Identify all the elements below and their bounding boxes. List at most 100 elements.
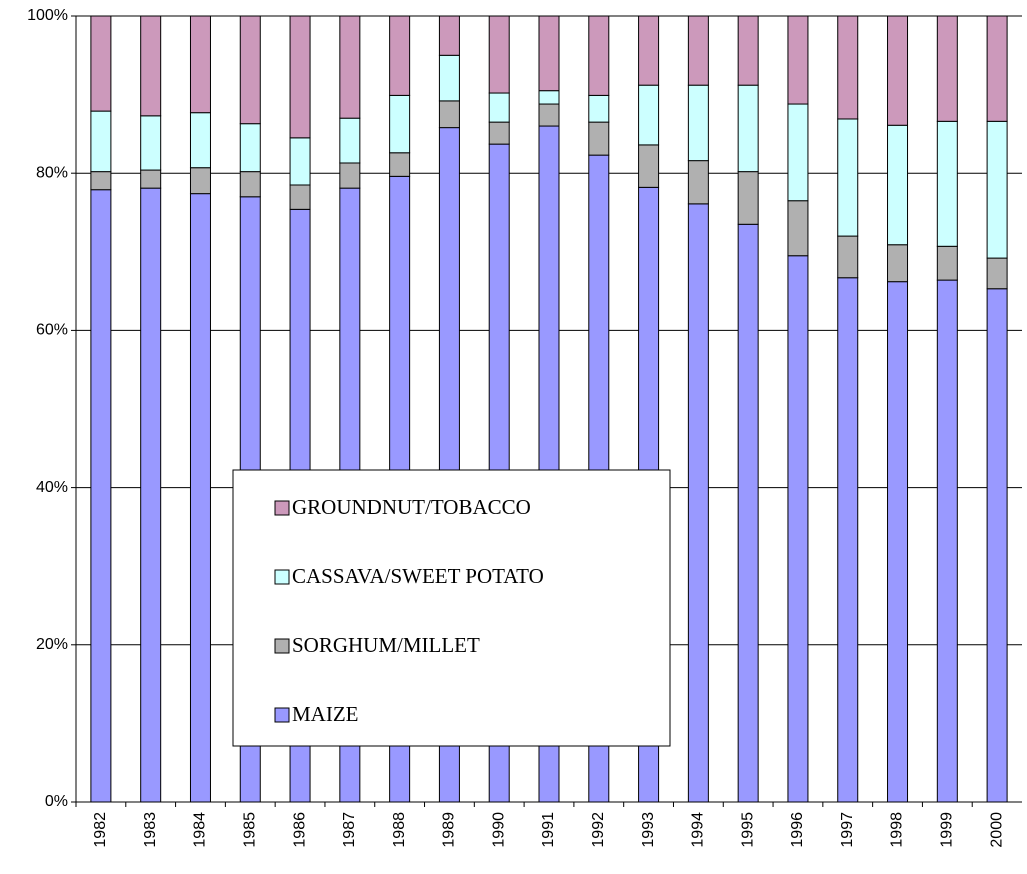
bar-segment [638,144,660,188]
bar-segment [538,15,560,92]
x-tick-label: 1993 [640,812,657,848]
bar-segment [887,124,909,246]
x-tick-label: 1990 [490,812,507,848]
bar-segment [588,94,610,123]
bar-segment [787,15,809,105]
bar-segment [837,118,859,237]
bar-segment [289,184,311,210]
x-tick-label: 1996 [789,812,806,848]
bar-segment [438,54,460,102]
bar-segment [140,187,162,803]
bar-segment [887,244,909,283]
bar-segment [687,203,709,803]
bar-segment [389,15,411,96]
x-tick-label: 1982 [92,812,109,848]
bar-segment [389,94,411,154]
bar-segment [438,15,460,56]
x-tick-label: 2000 [988,812,1005,848]
x-tick-label: 1986 [291,812,308,848]
bar-segment [687,84,709,162]
legend-label: MAIZE [292,702,359,726]
x-tick-label: 1989 [441,812,458,848]
bar-segment [90,171,112,191]
bar-segment [389,152,411,177]
bar-segment [339,117,361,164]
x-tick-label: 1994 [690,812,707,848]
bar-segment [887,281,909,803]
y-tick-label: 60% [36,322,68,339]
y-tick-label: 40% [36,479,68,496]
y-tick-label: 100% [27,7,68,24]
bar-segment [737,171,759,225]
bar-segment [488,92,510,123]
y-tick-label: 0% [45,793,68,810]
bar-segment [986,15,1008,122]
x-tick-label: 1992 [590,812,607,848]
bar-segment [638,15,660,86]
x-tick-label: 1987 [341,812,358,848]
bar-segment [339,15,361,119]
x-tick-label: 1984 [192,812,209,848]
bar-segment [239,171,261,198]
bar-segment [189,15,211,114]
legend-swatch [274,638,290,654]
bar-segment [986,257,1008,290]
legend-box [232,469,671,747]
bar-segment [687,160,709,205]
bar-segment [837,277,859,803]
legend-label: SORGHUM/MILLET [292,633,480,657]
bar-segment [787,103,809,202]
bar-segment [588,15,610,96]
bar-segment [189,193,211,803]
bar-segment [687,15,709,86]
bar-segment [239,123,261,173]
bar-segment [140,169,162,189]
legend-swatch [274,569,290,585]
bar-segment [239,15,261,125]
x-tick-label: 1991 [540,812,557,848]
x-tick-label: 1998 [889,812,906,848]
bar-segment [538,103,560,127]
legend-label: CASSAVA/SWEET POTATO [292,564,544,588]
bar-segment [90,110,112,173]
bar-segment [90,189,112,803]
bar-segment [787,200,809,257]
x-tick-label: 1985 [241,812,258,848]
bar-segment [140,15,162,117]
bar-segment [588,121,610,156]
bar-segment [787,255,809,803]
bar-segment [986,120,1008,259]
bar-segment [737,84,759,173]
bar-segment [189,112,211,169]
legend-swatch [274,707,290,723]
bar-segment [638,84,660,146]
bar-segment [936,245,958,281]
legend-swatch [274,500,290,516]
bar-segment [289,15,311,139]
x-tick-label: 1983 [142,812,159,848]
legend-label: GROUNDNUT/TOBACCO [292,495,531,519]
bar-segment [837,15,859,120]
y-tick-label: 80% [36,164,68,181]
x-tick-label: 1997 [839,812,856,848]
bar-segment [189,167,211,195]
bar-segment [90,15,112,112]
y-tick-label: 20% [36,636,68,653]
bar-segment [538,90,560,105]
bar-segment [887,15,909,126]
bar-segment [737,15,759,86]
bar-segment [737,223,759,803]
bar-segment [140,115,162,171]
bar-segment [438,100,460,129]
bar-segment [986,288,1008,803]
x-tick-label: 1999 [939,812,956,848]
bar-segment [339,162,361,189]
x-tick-label: 1988 [391,812,408,848]
bar-segment [837,235,859,279]
bar-segment [936,15,958,122]
bar-segment [289,137,311,186]
bar-segment [488,15,510,94]
bar-segment [488,121,510,145]
x-tick-label: 1995 [739,812,756,848]
